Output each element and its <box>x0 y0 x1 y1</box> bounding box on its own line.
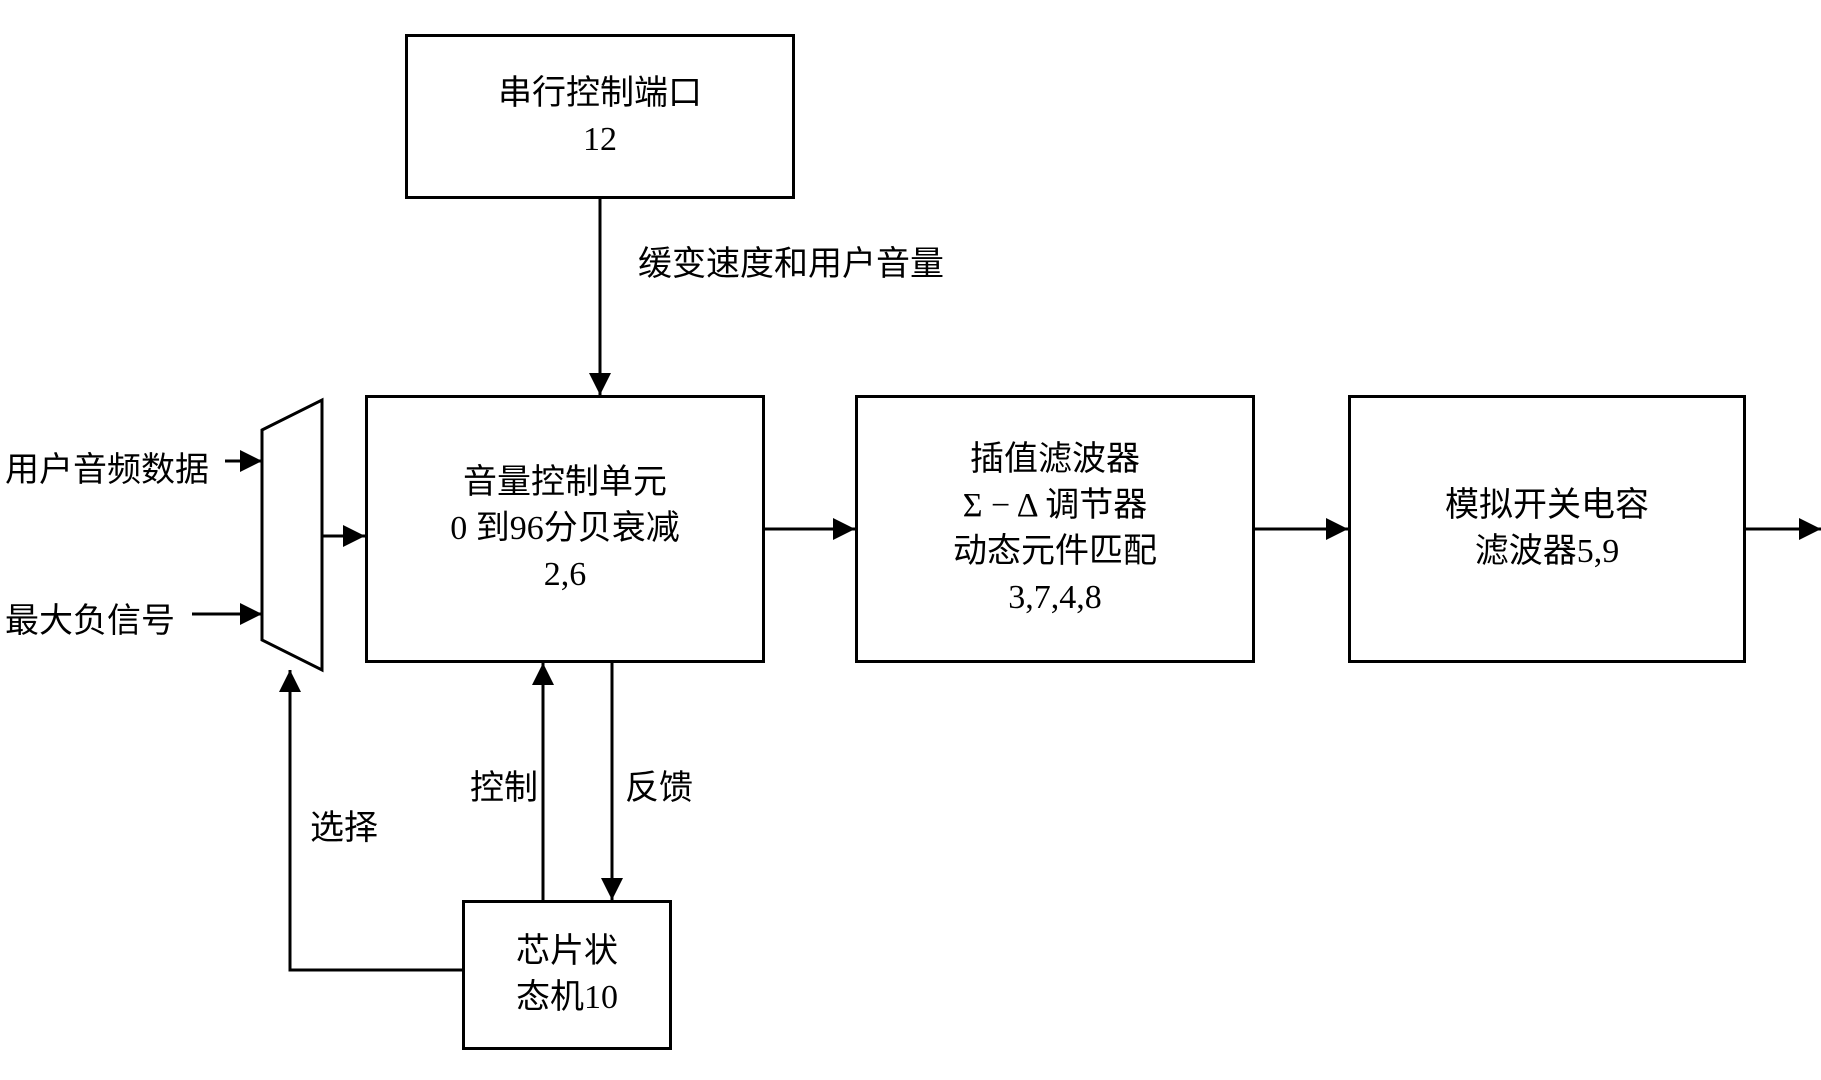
node-volume: 音量控制单元 0 到96分贝衰减 2,6 <box>365 395 765 663</box>
node-analog-text: 模拟开关电容 滤波器5,9 <box>1445 483 1649 575</box>
label-max-neg: 最大负信号 <box>5 593 175 642</box>
node-interp: 插值滤波器 Σ − Δ 调节器 动态元件匹配 3,7,4,8 <box>855 395 1255 663</box>
node-fsm: 芯片状 态机10 <box>462 900 672 1050</box>
node-volume-text: 音量控制单元 0 到96分贝衰减 2,6 <box>450 460 680 598</box>
node-interp-text: 插值滤波器 Σ − Δ 调节器 动态元件匹配 3,7,4,8 <box>953 437 1157 621</box>
label-control: 控制 <box>470 760 538 809</box>
node-serial-port: 串行控制端口 12 <box>405 34 795 199</box>
node-analog: 模拟开关电容 滤波器5,9 <box>1348 395 1746 663</box>
node-serial-port-text: 串行控制端口 12 <box>498 71 702 163</box>
label-feedback: 反馈 <box>625 760 693 809</box>
node-fsm-text: 芯片状 态机10 <box>516 929 618 1021</box>
label-ramp: 缓变速度和用户音量 <box>638 236 944 285</box>
label-user-audio: 用户音频数据 <box>5 442 209 491</box>
diagram-canvas: 串行控制端口 12 选 择 器 19 音量控制单元 0 到96分贝衰减 2,6 … <box>0 0 1821 1080</box>
node-mux-text: 选 择 器 19 <box>263 458 321 583</box>
label-select: 选择 <box>310 800 378 849</box>
